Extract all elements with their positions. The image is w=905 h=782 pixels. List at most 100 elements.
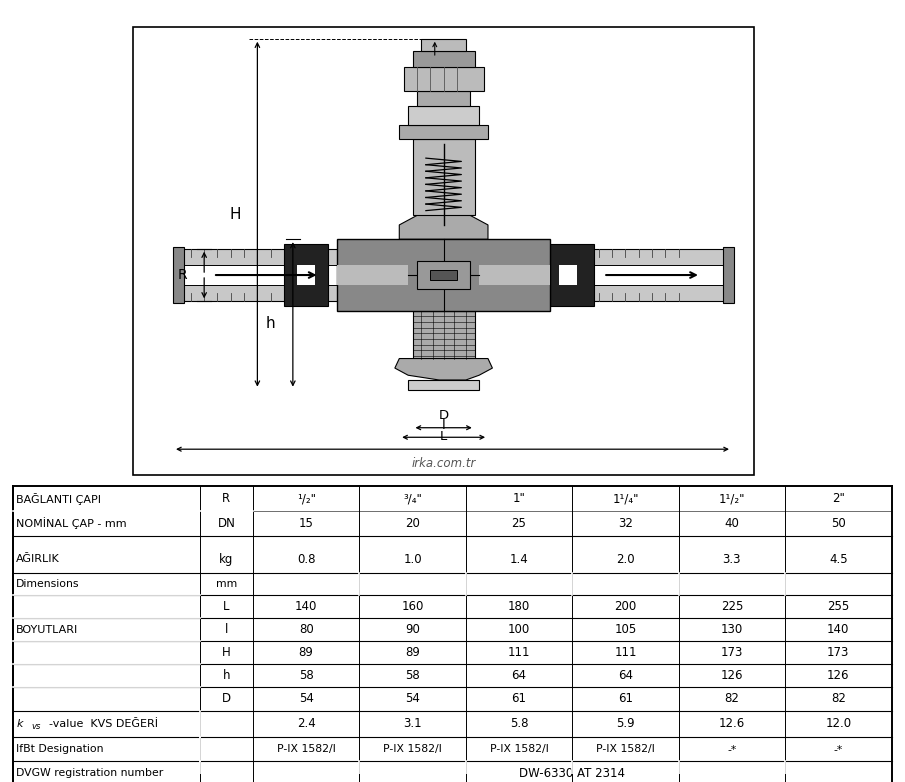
Text: -*: -* — [728, 744, 737, 754]
Bar — [413, 310, 475, 358]
Polygon shape — [399, 215, 488, 239]
Bar — [298, 266, 315, 285]
Text: 54: 54 — [299, 693, 314, 705]
Text: 89: 89 — [405, 646, 420, 659]
Text: 173: 173 — [827, 646, 850, 659]
Text: L: L — [224, 600, 230, 613]
Bar — [417, 91, 471, 106]
Text: 111: 111 — [508, 646, 530, 659]
Bar — [338, 239, 550, 310]
Bar — [399, 124, 488, 139]
Bar — [413, 139, 475, 215]
Text: 140: 140 — [295, 600, 318, 613]
Text: h: h — [223, 669, 230, 683]
Text: 126: 126 — [827, 669, 850, 683]
Text: P-IX 1582/I: P-IX 1582/I — [383, 744, 442, 754]
Bar — [338, 266, 408, 285]
Bar — [284, 244, 329, 306]
Text: Dimensions: Dimensions — [16, 579, 80, 589]
Text: 140: 140 — [827, 623, 850, 636]
Text: D: D — [222, 693, 231, 705]
Bar — [177, 266, 355, 285]
Text: 1¹/₄": 1¹/₄" — [612, 492, 639, 505]
Text: k: k — [16, 719, 23, 729]
Text: BAĞLANTI ÇAPI: BAĞLANTI ÇAPI — [16, 493, 101, 504]
Bar — [550, 244, 595, 306]
Text: 2.0: 2.0 — [616, 553, 634, 566]
Text: H: H — [230, 206, 241, 221]
Polygon shape — [395, 358, 492, 380]
Text: 100: 100 — [508, 623, 530, 636]
Text: 90: 90 — [405, 623, 420, 636]
Bar — [404, 67, 483, 91]
Bar — [479, 266, 550, 285]
Text: 2.4: 2.4 — [297, 717, 316, 730]
Text: 180: 180 — [508, 600, 530, 613]
Text: 1": 1" — [512, 492, 526, 505]
Text: R: R — [177, 268, 186, 282]
Text: 4.5: 4.5 — [829, 553, 848, 566]
Text: 82: 82 — [724, 693, 739, 705]
Bar — [408, 380, 479, 389]
Text: 5.8: 5.8 — [510, 717, 529, 730]
Text: 5.9: 5.9 — [616, 717, 634, 730]
Bar — [133, 27, 754, 475]
Bar — [532, 266, 728, 285]
Text: IfBt Designation: IfBt Designation — [16, 744, 104, 754]
Text: DN: DN — [217, 517, 235, 530]
Text: 225: 225 — [720, 600, 743, 613]
Text: 25: 25 — [511, 517, 527, 530]
Text: -value  KVS DEĞERİ: -value KVS DEĞERİ — [49, 719, 158, 729]
Text: 200: 200 — [614, 600, 636, 613]
Text: 1.4: 1.4 — [510, 553, 529, 566]
Text: 2": 2" — [832, 492, 844, 505]
Text: 130: 130 — [720, 623, 743, 636]
Text: 111: 111 — [614, 646, 637, 659]
Text: P-IX 1582/I: P-IX 1582/I — [596, 744, 655, 754]
Text: l: l — [442, 418, 445, 432]
Text: ¹/₂": ¹/₂" — [297, 492, 316, 505]
Text: 255: 255 — [827, 600, 850, 613]
Text: 160: 160 — [402, 600, 424, 613]
Text: R: R — [223, 492, 231, 505]
Text: DW-6330 AT 2314: DW-6330 AT 2314 — [519, 767, 625, 780]
Text: 89: 89 — [299, 646, 314, 659]
Text: 1¹/₂": 1¹/₂" — [719, 492, 745, 505]
Text: kg: kg — [219, 553, 233, 566]
Text: 32: 32 — [618, 517, 633, 530]
Text: 3.1: 3.1 — [404, 717, 422, 730]
Text: P-IX 1582/I: P-IX 1582/I — [277, 744, 336, 754]
Text: vs: vs — [31, 722, 41, 731]
Bar — [173, 247, 184, 303]
Text: 54: 54 — [405, 693, 420, 705]
Text: 0.8: 0.8 — [297, 553, 316, 566]
Text: 50: 50 — [831, 517, 845, 530]
Text: 64: 64 — [618, 669, 633, 683]
Text: irka.com.tr: irka.com.tr — [412, 457, 476, 470]
Text: ³/₄": ³/₄" — [403, 492, 422, 505]
Text: AĞIRLIK: AĞIRLIK — [16, 554, 60, 565]
Text: l: l — [224, 623, 228, 636]
Text: H: H — [222, 646, 231, 659]
Bar — [431, 271, 457, 280]
Text: 58: 58 — [405, 669, 420, 683]
Bar — [408, 106, 479, 124]
Text: 64: 64 — [511, 669, 527, 683]
Text: BOYUTLARI: BOYUTLARI — [16, 625, 79, 634]
Text: NOMİNAL ÇAP - mm: NOMİNAL ÇAP - mm — [16, 518, 127, 529]
Text: 12.6: 12.6 — [719, 717, 745, 730]
Text: 61: 61 — [511, 693, 527, 705]
Text: DVGW registration number: DVGW registration number — [16, 769, 164, 778]
Text: 80: 80 — [299, 623, 313, 636]
Bar — [413, 51, 475, 67]
Text: 15: 15 — [299, 517, 314, 530]
Bar — [723, 247, 734, 303]
Text: 126: 126 — [720, 669, 743, 683]
Bar — [532, 249, 728, 301]
Text: 1.0: 1.0 — [404, 553, 422, 566]
Text: P-IX 1582/I: P-IX 1582/I — [490, 744, 548, 754]
Text: -*: -* — [834, 744, 843, 754]
Text: 40: 40 — [724, 517, 739, 530]
Text: h: h — [266, 317, 275, 332]
Text: 82: 82 — [831, 693, 846, 705]
